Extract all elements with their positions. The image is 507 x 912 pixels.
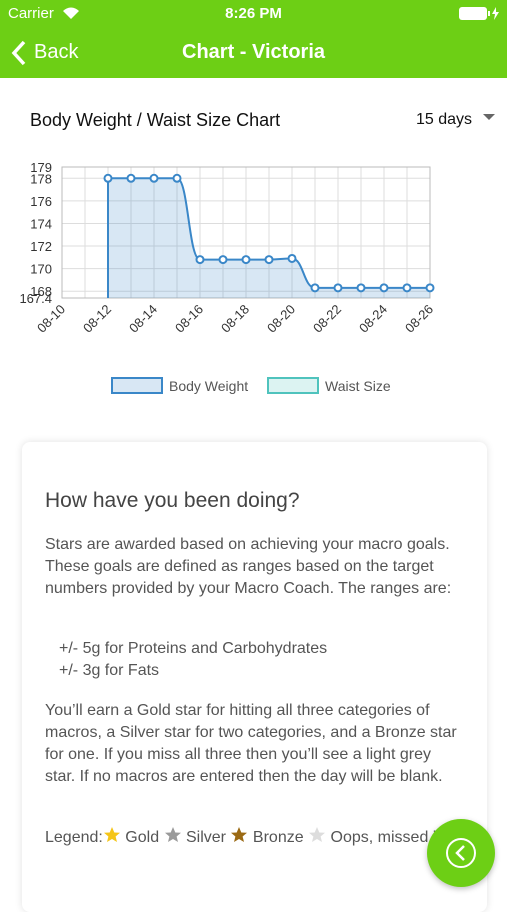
y-tick-label: 174 [30,216,52,231]
point [103,173,113,183]
fab-icon [446,838,476,868]
point [172,173,182,183]
y-tick-label: 172 [30,239,52,254]
time: 8:26 PM [225,5,282,22]
point [126,173,136,183]
x-tick-label: 08-22 [310,302,344,336]
x-tick-label: 08-26 [402,302,436,336]
y-tick-label: 178 [30,171,52,186]
dropdown-arrow [482,114,495,120]
point [425,283,435,293]
ranges-list: +/- 5g for Proteins and Carbohydrates +/… [45,638,465,682]
back-fab[interactable] [427,819,495,887]
y-tick-label: 176 [30,194,52,209]
legend-swatch [111,377,163,394]
point [241,255,251,265]
point [264,255,274,265]
point [287,253,297,263]
legend-swatch [267,377,319,394]
battery-icon [459,7,499,20]
y-tick-label: 168 [30,284,52,299]
intro-text: Stars are awarded based on achieving you… [45,536,452,597]
wifi-icon [63,7,79,19]
x-tick-label: 08-24 [356,302,390,336]
grey-star [309,827,326,842]
point [195,255,205,265]
status-bar: Carrier 8:26 PM [0,0,507,28]
x-tick-label: 08-18 [218,302,252,336]
y-tick-label: 179 [30,160,52,175]
legend-label: Legend: [45,829,103,846]
details-text: You’ll earn a Gold star for hitting all … [45,702,457,785]
point [218,255,228,265]
carrier: Carrier [8,5,54,22]
x-tick-label: 08-12 [80,302,114,336]
back-chevron[interactable] [10,40,28,66]
legend-text: Legend: Gold Silver Bronze Oops, missed … [45,826,465,849]
gold-star [103,827,120,842]
y-tick-label: 170 [30,262,52,277]
x-tick-label: 08-14 [126,302,160,336]
range-label[interactable]: 15 days [416,111,473,128]
point [149,173,159,183]
nav-title: Chart - Victoria [182,41,325,63]
y-tick-label: 167.4 [19,291,52,306]
x-tick-label: 08-16 [172,302,206,336]
silver-star [164,827,181,842]
point [402,283,412,293]
legend-label: Waist Size [325,378,391,394]
x-tick-label: 08-10 [34,302,68,336]
point [333,283,343,293]
point [356,283,366,293]
legend-item: Oops, missed it [330,829,441,846]
point [310,283,320,293]
plot-border [61,166,431,299]
range-item: +/- 5g for Proteins and Carbohydrates [59,640,328,657]
range-select[interactable]: 15 days [416,111,495,129]
nav-bar: Back Chart - Victoria [0,28,507,78]
area [108,178,430,298]
legend-item: Bronze [252,829,304,846]
card-title: How have you been doing? [45,489,300,512]
x-tick-label: 08-20 [264,302,298,336]
legend-item: Silver [186,829,227,846]
point [379,283,389,293]
range-item: +/- 3g for Fats [59,662,160,679]
legend-label: Body Weight [169,378,248,394]
legend-item: Gold [125,829,160,846]
back-button[interactable]: Back [34,41,79,63]
chart-title: Body Weight / Waist Size Chart [30,110,281,130]
info-card: How have you been doing? Stars are award… [22,442,487,912]
bronze-star [231,827,248,842]
